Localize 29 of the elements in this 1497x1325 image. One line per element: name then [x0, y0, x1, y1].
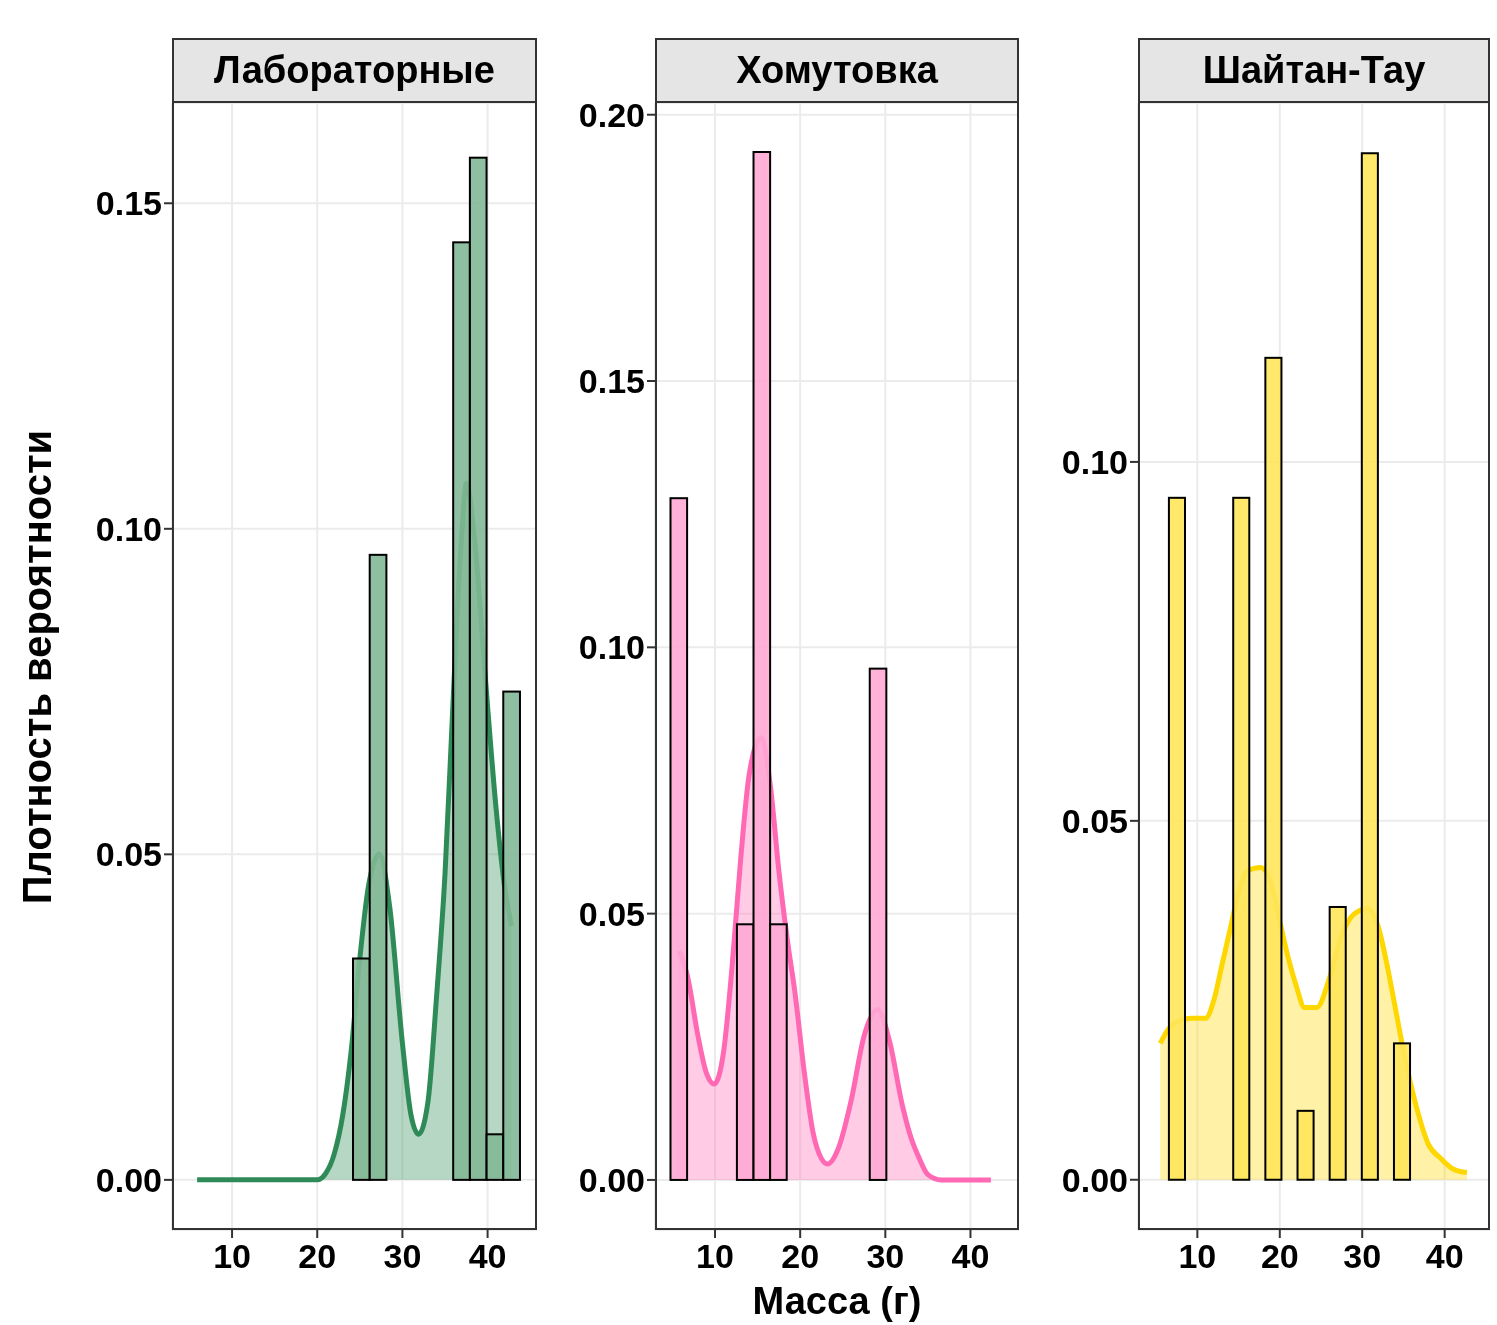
y-tick-label: 0.10 [578, 628, 645, 667]
y-tick-label: 0.05 [1061, 801, 1128, 840]
x-axis-title: Масса (г) [752, 1280, 922, 1323]
y-tick-label: 0.00 [1061, 1160, 1128, 1199]
y-tick-label: 0.20 [578, 95, 645, 134]
x-tick-label: 30 [866, 1237, 905, 1276]
x-tick-label: 40 [468, 1237, 507, 1276]
chart-title: Шайтан-Тау [1138, 38, 1490, 103]
x-tick-label: 10 [696, 1237, 734, 1276]
x-tick-label: 20 [1260, 1237, 1299, 1276]
y-tick-label: 0.15 [95, 184, 162, 223]
y-tick-label: 0.15 [578, 362, 645, 401]
y-tick-label: 0.05 [95, 835, 162, 874]
y-axis-title: Плотность вероятности [14, 429, 60, 904]
x-tick-label: 20 [298, 1237, 337, 1276]
y-tick-label: 0.10 [1061, 442, 1128, 481]
x-tick-label: 40 [1425, 1237, 1464, 1276]
y-tick-label: 0.05 [578, 894, 645, 933]
chart-title: Хомутовка [655, 38, 1019, 103]
x-tick-label: 20 [781, 1237, 820, 1276]
y-tick-label: 0.00 [95, 1160, 162, 1199]
x-tick-label: 30 [1343, 1237, 1382, 1276]
x-tick-label: 30 [383, 1237, 422, 1276]
x-tick-label: 10 [1178, 1237, 1217, 1276]
y-tick-label: 0.10 [95, 509, 162, 548]
x-tick-label: 10 [213, 1237, 251, 1276]
y-tick-label: 0.00 [578, 1161, 645, 1199]
chart-title: Лабораторные [172, 38, 537, 103]
x-tick-label: 40 [951, 1237, 990, 1276]
